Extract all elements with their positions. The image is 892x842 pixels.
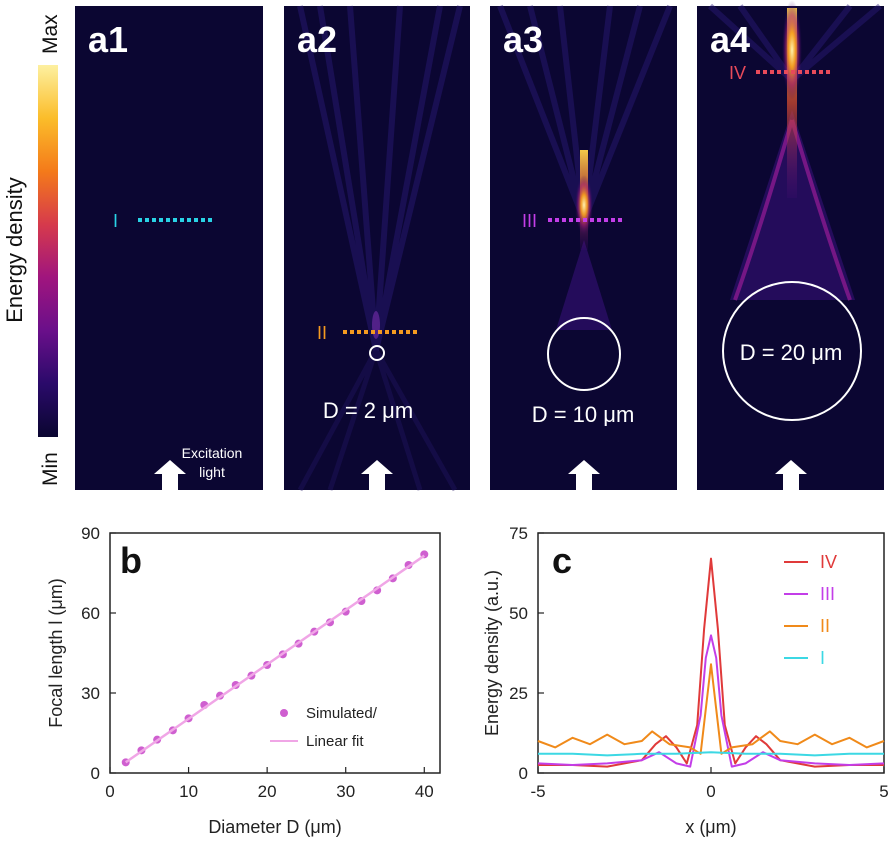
panel-a1-marker-label: I: [113, 211, 118, 231]
chart-c-xtick-label-0: -5: [530, 782, 545, 801]
panel-a2-marker-label: II: [317, 323, 327, 343]
panel-a4-label: a4: [710, 19, 750, 60]
panel-a1: a1 I Excitation light: [75, 6, 263, 490]
chart-b-ytick-label-3: 90: [81, 524, 100, 543]
chart-c-legend-label-3: I: [820, 648, 825, 668]
panel-a3-arrow-icon: [568, 460, 600, 490]
chart-c-ylabel: Energy density (a.u.): [482, 570, 502, 736]
chart-b-ytick-label-2: 60: [81, 604, 100, 623]
chart-c-ytick-label-0: 0: [519, 764, 528, 783]
panel-a2-microsphere: [369, 345, 385, 361]
panel-a3-cone: [556, 240, 612, 330]
chart-b-xtick-label-4: 40: [415, 782, 434, 801]
chart-b-ytick-label-1: 30: [81, 684, 100, 703]
chart-b-legend-label-1: Linear fit: [306, 733, 364, 750]
chart-c-legend-label-0: IV: [820, 552, 837, 572]
panel-a2-focus-glow: [372, 311, 380, 339]
panel-a3-diameter: D = 10 μm: [532, 402, 635, 427]
chart-c-xtick-label-1: 0: [706, 782, 715, 801]
chart-c-series-III-line: [537, 634, 885, 768]
chart-c-panel-label: c: [552, 540, 572, 581]
panel-a3-marker-label: III: [522, 211, 537, 231]
chart-b-xtick-label-1: 10: [179, 782, 198, 801]
panel-a2: a2 II D = 2 μm: [284, 5, 470, 492]
chart-c-xlabel: x (μm): [685, 817, 736, 837]
colorbar-min-label: Min: [39, 452, 62, 486]
chart-c-series-I-line: [538, 751, 884, 757]
panel-a4-cone-edges: [733, 119, 852, 301]
chart-b-plot-frame: [109, 532, 441, 774]
chart-b-xtick-label-2: 20: [258, 782, 277, 801]
excitation-light-line-2: light: [199, 464, 225, 480]
chart-c-legend-label-2: II: [820, 616, 830, 636]
panel-a4-microsphere: [722, 281, 862, 421]
chart-c-ytick-label-2: 50: [509, 604, 528, 623]
colorbar-gradient: [38, 65, 58, 437]
panel-a4-marker-label: IV: [729, 63, 746, 83]
panel-a3-focus-glow: [575, 175, 593, 235]
chart-b-series-Linearfit-line: [124, 554, 426, 764]
chart-c-ytick-label-3: 75: [509, 524, 528, 543]
chart-b-ylabel: Focal length l (μm): [46, 578, 66, 727]
panel-a2-beam-pattern-lower: [297, 348, 458, 492]
chart-c-series-II-line: [537, 663, 885, 755]
excitation-arrow-icon: [154, 460, 186, 490]
panel-a1-label: a1: [88, 19, 128, 60]
panel-a2-label: a2: [297, 19, 337, 60]
panel-a2-beam-pattern: [297, 5, 463, 351]
panel-a1-background: [75, 6, 263, 490]
panel-a2-background: [284, 6, 470, 490]
chart-c-xtick-label-2: 5: [879, 782, 888, 801]
chart-b-legend-label-0: Simulated/: [306, 705, 378, 722]
chart-b: b 0 10 20 30 40 0 30 60 90 Diameter D (μm) Focal l…: [46, 524, 441, 837]
panel-a3: a3 III D = 10 μm: [490, 4, 677, 490]
panel-a2-arrow-icon: [361, 460, 393, 490]
chart-b-panel-label: b: [120, 540, 142, 581]
panel-a4: a4 IV D = 20 μm: [697, 0, 884, 490]
colorbar-title: Energy density: [2, 177, 27, 323]
panel-a4-beam-pattern: [707, 3, 882, 83]
panel-a4-diameter: D = 20 μm: [740, 340, 843, 365]
panel-a3-microsphere: [547, 317, 621, 391]
chart-b-legend-marker-0: [280, 709, 288, 717]
panel-a4-focus-beam: [787, 8, 797, 198]
chart-b-xlabel: Diameter D (μm): [208, 817, 341, 837]
panel-a3-label: a3: [503, 19, 543, 60]
panel-a4-cone: [730, 110, 855, 300]
panel-a2-diameter: D = 2 μm: [323, 398, 413, 423]
chart-b-xtick-label-3: 30: [336, 782, 355, 801]
panel-a4-focus-glow: [782, 0, 802, 100]
chart-b-xtick-label-0: 0: [105, 782, 114, 801]
panel-a4-arrow-icon: [775, 460, 807, 490]
chart-c-series-IV-line: [538, 557, 884, 768]
colorbar-max-label: Max: [39, 14, 62, 54]
chart-c-legend-label-1: III: [820, 584, 835, 604]
chart-c-ytick-label-1: 25: [509, 684, 528, 703]
colorbar: Max Min Energy density: [2, 14, 62, 486]
panel-a3-beam-pattern: [497, 4, 673, 222]
excitation-light-line-1: Excitation: [182, 445, 243, 461]
chart-b-ytick-label-0: 0: [91, 764, 100, 783]
